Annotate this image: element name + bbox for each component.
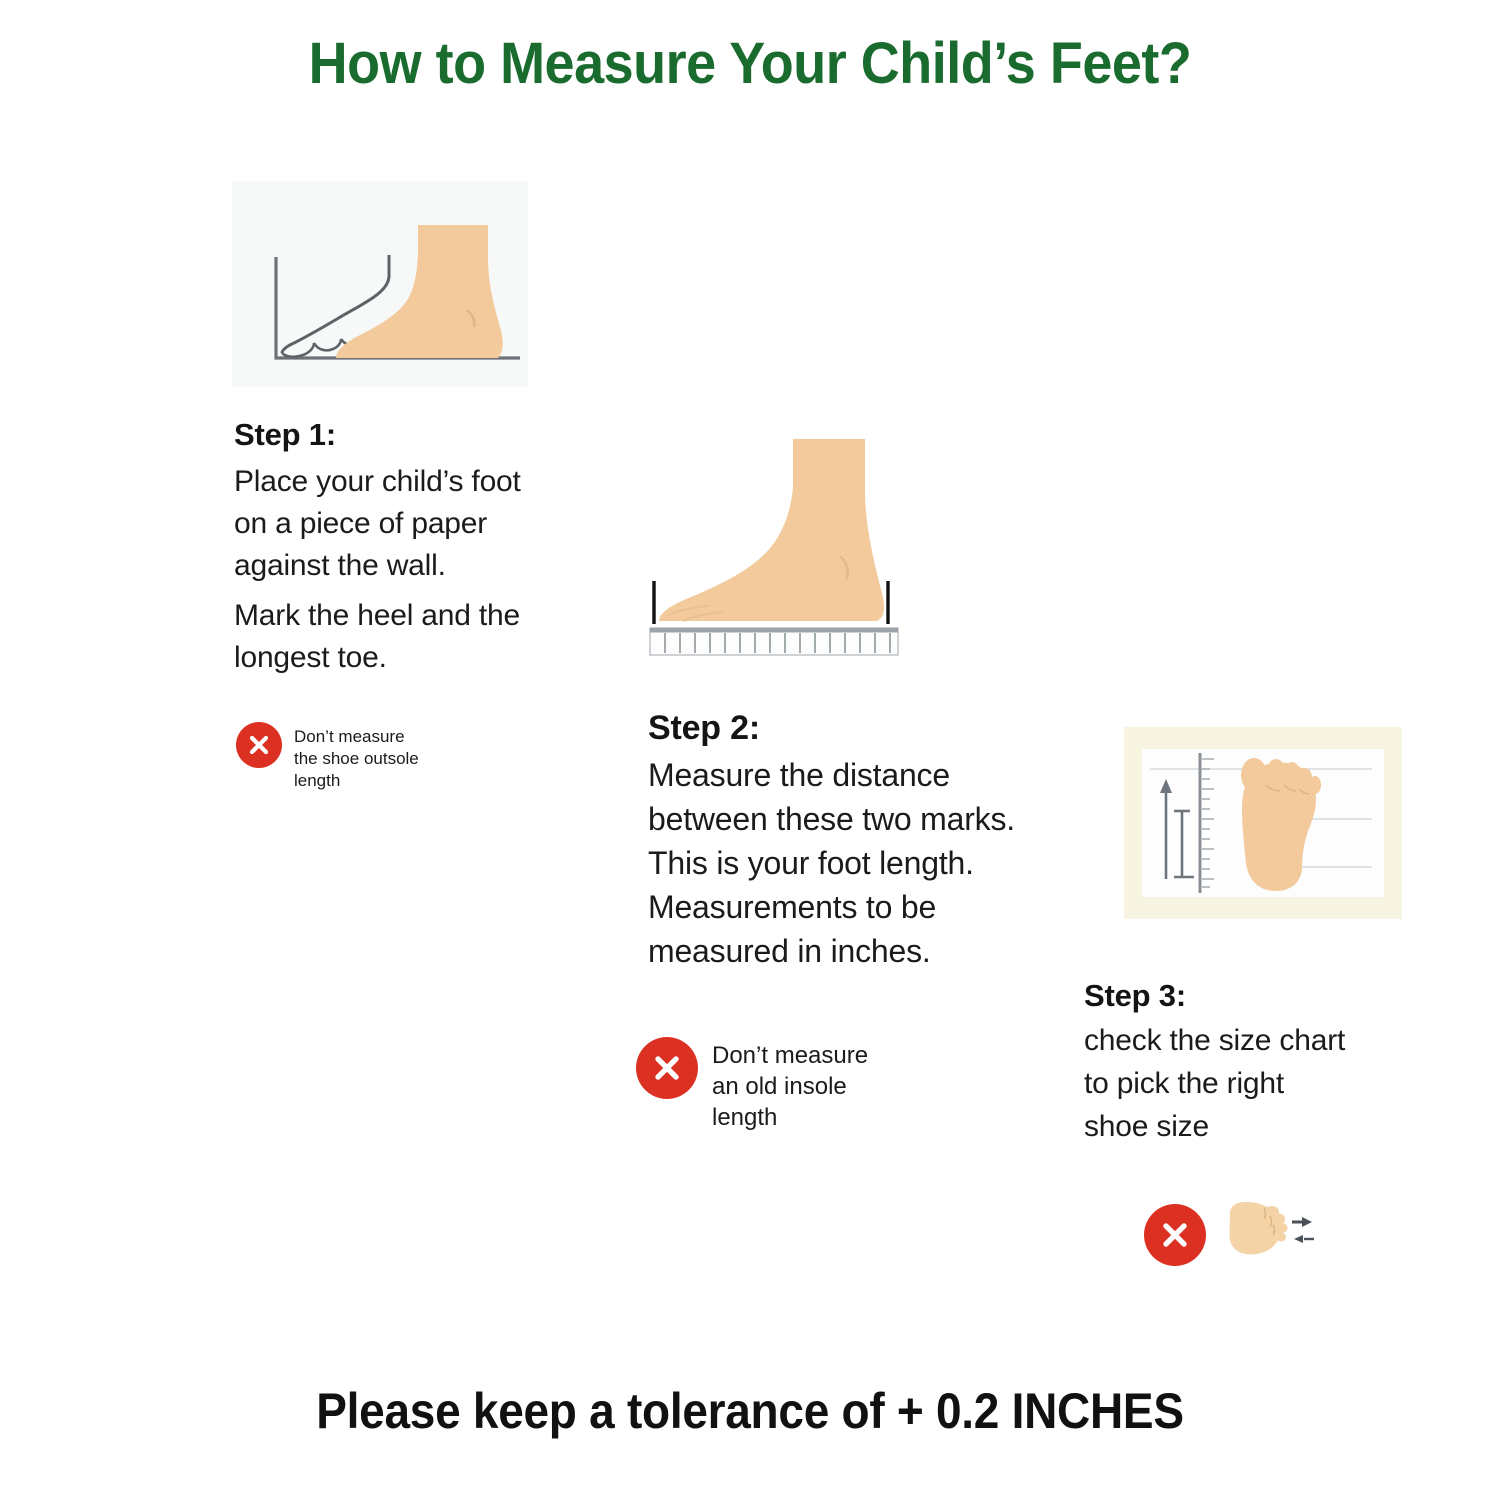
footprint-size-chart-illustration: [1124, 727, 1402, 919]
step-3-illustration: [1124, 727, 1402, 919]
step-1-warning-line-3: length: [294, 771, 341, 790]
step-2-warning-text: Don’t measure an old insole length: [712, 1037, 868, 1133]
step-2-warning-line-2: an old insole: [712, 1073, 847, 1100]
step-2-line-4: Measurements to be: [648, 889, 937, 925]
step-2-line-5: measured in inches.: [648, 933, 931, 969]
step-1-body: Place your child’s foot on a piece of pa…: [234, 461, 564, 679]
step-2-warning-line-3: length: [712, 1104, 778, 1131]
foot-against-wall-illustration: [274, 225, 520, 360]
red-x-circle-icon: [636, 1037, 698, 1099]
step-2-warning: Don’t measure an old insole length: [636, 1037, 868, 1133]
step-3-warning: [1144, 1196, 1315, 1273]
step-1-text-block: Step 1: Place your child’s foot on a pie…: [234, 415, 564, 679]
step-1-line-3: against the wall.: [234, 549, 446, 582]
step-2-body: Measure the distance between these two m…: [648, 753, 1078, 973]
step-3-line-2: to pick the right: [1084, 1067, 1285, 1100]
red-x-circle-icon: [236, 722, 282, 768]
step-3-text-block: Step 3: check the size chart to pick the…: [1084, 975, 1424, 1148]
step-2-line-3: This is your foot length.: [648, 845, 974, 881]
step-1-warning-line-1: Don’t measure: [294, 727, 405, 746]
step-1-warning-line-2: the shoe outsole: [294, 749, 419, 768]
step-1-warning-text: Don’t measure the shoe outsole length: [294, 722, 419, 792]
step-1-heading: Step 1:: [234, 417, 336, 452]
step-1-warning: Don’t measure the shoe outsole length: [236, 722, 419, 792]
step-2-heading: Step 2:: [648, 709, 760, 747]
step-3-line-3: shoe size: [1084, 1110, 1209, 1143]
step-1-line-1: Place your child’s foot: [234, 465, 521, 498]
step-2-line-1: Measure the distance: [648, 757, 950, 793]
step-1-line-5: longest toe.: [234, 641, 387, 674]
step-3-heading: Step 3:: [1084, 978, 1186, 1013]
step-2-illustration: [645, 425, 930, 660]
step-1-illustration: [232, 181, 528, 387]
tolerance-note: Please keep a tolerance of + 0.2 INCHES: [316, 1383, 1184, 1439]
red-x-circle-icon: [1144, 1203, 1206, 1266]
page-title: How to Measure Your Child’s Feet?: [308, 31, 1192, 96]
step-3-body: check the size chart to pick the right s…: [1084, 1019, 1424, 1148]
step-2-warning-line-1: Don’t measure: [712, 1042, 869, 1069]
foot-on-ruler-illustration: [649, 439, 899, 656]
step-2-text-block: Step 2: Measure the distance between the…: [648, 705, 1078, 973]
squeezed-foot-icon: [1220, 1196, 1315, 1273]
step-2-line-2: between these two marks.: [648, 801, 1015, 837]
step-1-line-4: Mark the heel and the: [234, 599, 520, 632]
step-3-line-1: check the size chart: [1084, 1024, 1346, 1057]
step-1-line-2: on a piece of paper: [234, 507, 488, 540]
